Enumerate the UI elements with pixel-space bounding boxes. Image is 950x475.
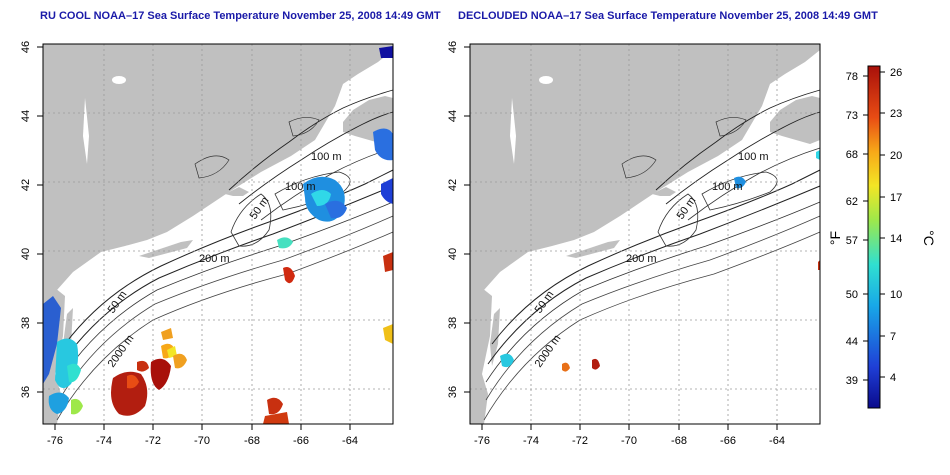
- lon-tick-label: -76: [474, 435, 490, 447]
- lon-tick-label: -68: [244, 435, 260, 447]
- lat-tick-label: 42: [20, 179, 32, 191]
- lon-tick-label: -66: [293, 435, 309, 447]
- lon-tick-label: -72: [572, 435, 588, 447]
- contour-label: 200 m: [626, 253, 657, 265]
- right-sst-patches: [500, 150, 820, 372]
- lat-tick-label: 44: [20, 110, 32, 122]
- contour-label: 100 m: [285, 181, 316, 193]
- left-sst-patches: [43, 46, 393, 424]
- fahrenheit-tick: 44: [846, 336, 858, 348]
- fahrenheit-tick: 68: [846, 149, 858, 161]
- lat-tick-label: 46: [20, 41, 32, 53]
- contour-label: 100 m: [712, 181, 743, 193]
- left-map-title: RU COOL NOAA–17 Sea Surface Temperature …: [40, 10, 441, 22]
- lat-tick-label: 44: [447, 110, 459, 122]
- lat-tick-label: 38: [20, 317, 32, 329]
- celsius-unit-label: °C: [921, 230, 937, 246]
- celsius-tick: 7: [890, 331, 896, 343]
- fahrenheit-tick: 39: [846, 375, 858, 387]
- right-map-panel: 100 m 100 m 50 m 200 m 50 m 2000 m -76 -…: [447, 41, 821, 447]
- right-map-title: DECLOUDED NOAA–17 Sea Surface Temperatur…: [458, 10, 878, 22]
- lon-tick-label: -66: [720, 435, 736, 447]
- lon-tick-label: -64: [342, 435, 358, 447]
- celsius-tick: 17: [890, 192, 902, 204]
- lon-tick-label: -68: [671, 435, 687, 447]
- celsius-tick: 23: [890, 108, 902, 120]
- fahrenheit-tick: 50: [846, 289, 858, 301]
- lat-tick-label: 38: [447, 317, 459, 329]
- lat-tick-label: 36: [20, 386, 32, 398]
- lat-tick-label: 46: [447, 41, 459, 53]
- lat-tick-label: 36: [447, 386, 459, 398]
- fahrenheit-unit-label: °F: [827, 231, 843, 245]
- celsius-tick: 14: [890, 233, 902, 245]
- contour-label: 100 m: [311, 151, 342, 163]
- colorbar-gradient: [867, 65, 881, 409]
- fahrenheit-tick: 78: [846, 71, 858, 83]
- lon-tick-label: -74: [523, 435, 539, 447]
- contour-label: 200 m: [199, 253, 230, 265]
- celsius-tick: 20: [890, 150, 902, 162]
- colorbar: 78 73 68 62 57 50 44 39 26 23 20 17 14 1…: [827, 65, 937, 409]
- lon-tick-label: -74: [96, 435, 112, 447]
- lon-tick-label: -72: [145, 435, 161, 447]
- contour-label: 100 m: [738, 151, 769, 163]
- lat-tick-label: 40: [20, 248, 32, 260]
- lon-tick-label: -70: [621, 435, 637, 447]
- lon-tick-label: -64: [769, 435, 785, 447]
- lon-tick-label: -70: [194, 435, 210, 447]
- celsius-tick: 26: [890, 67, 902, 79]
- fahrenheit-tick: 57: [846, 235, 858, 247]
- lat-tick-label: 40: [447, 248, 459, 260]
- celsius-tick: 10: [890, 289, 902, 301]
- celsius-tick: 4: [890, 372, 896, 384]
- lon-tick-label: -76: [47, 435, 63, 447]
- fahrenheit-tick: 62: [846, 196, 858, 208]
- lat-tick-label: 42: [447, 179, 459, 191]
- left-map-panel: 100 m 100 m 50 m 200 m 50 m 2000 m -76 -…: [20, 41, 394, 447]
- fahrenheit-tick: 73: [846, 110, 858, 122]
